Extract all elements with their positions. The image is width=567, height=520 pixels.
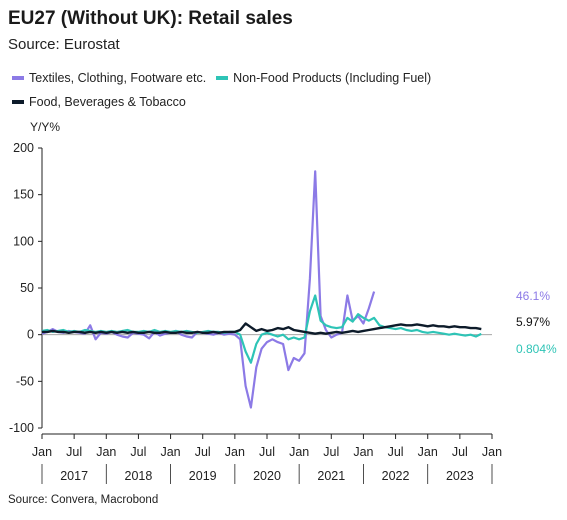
- x-tick-label: Jul: [66, 445, 82, 459]
- end-label-textiles: 46.1%: [516, 289, 550, 303]
- x-tick-label: Jan: [32, 445, 52, 459]
- legend-item-textiles: Textiles, Clothing, Footware etc.: [8, 71, 206, 85]
- x-year-label: 2023: [446, 469, 474, 483]
- legend-swatch-textiles: [12, 76, 24, 80]
- y-tick-label: -100: [9, 421, 34, 435]
- x-tick-label: Jul: [388, 445, 404, 459]
- x-year-label: 2017: [60, 469, 88, 483]
- series-line-textiles: [41, 170, 376, 409]
- x-tick-label: Jan: [289, 445, 309, 459]
- legend-row-2: Food, Beverages & Tobacco: [8, 90, 558, 114]
- series-line-food: [42, 322, 482, 335]
- x-tick-label: Jul: [259, 445, 275, 459]
- x-year-label: 2021: [317, 469, 345, 483]
- legend-item-nonfood: Non-Food Products (Including Fuel): [212, 71, 431, 85]
- chart-legend: Textiles, Clothing, Footware etc. Non-Fo…: [8, 66, 558, 114]
- x-tick-label: Jul: [130, 445, 146, 459]
- x-year-label: 2020: [253, 469, 281, 483]
- y-tick-label: 50: [20, 281, 34, 295]
- x-year-label: 2022: [382, 469, 410, 483]
- y-tick-label: 0: [27, 328, 34, 342]
- legend-row-1: Textiles, Clothing, Footware etc. Non-Fo…: [8, 66, 558, 90]
- legend-item-food: Food, Beverages & Tobacco: [8, 95, 186, 109]
- x-tick-label: Jan: [225, 445, 245, 459]
- x-tick-label: Jan: [160, 445, 180, 459]
- x-tick-label: Jan: [418, 445, 438, 459]
- x-year-label: 2019: [189, 469, 217, 483]
- legend-swatch-food: [12, 100, 24, 104]
- x-tick-label: Jan: [482, 445, 502, 459]
- end-label-nonfood: 0.804%: [516, 342, 557, 356]
- y-tick-label: 100: [13, 234, 34, 248]
- y-axis-label: Y/Y%: [30, 120, 61, 134]
- legend-label-nonfood: Non-Food Products (Including Fuel): [233, 71, 432, 85]
- legend-label-food: Food, Beverages & Tobacco: [29, 95, 186, 109]
- y-tick-label: 150: [13, 188, 34, 202]
- x-year-label: 2018: [125, 469, 153, 483]
- end-label-food: 5.97%: [516, 315, 550, 329]
- source-note: Source: Convera, Macrobond: [8, 494, 159, 506]
- x-tick-label: Jul: [323, 445, 339, 459]
- x-tick-label: Jul: [195, 445, 211, 459]
- x-tick-label: Jan: [353, 445, 373, 459]
- y-tick-label: 200: [13, 141, 34, 155]
- x-tick-label: Jan: [96, 445, 116, 459]
- chart-title: EU27 (Without UK): Retail sales: [8, 8, 293, 29]
- x-tick-label: Jul: [452, 445, 468, 459]
- chart-subtitle: Source: Eurostat: [8, 36, 120, 53]
- legend-swatch-nonfood: [216, 76, 229, 80]
- y-tick-label: -50: [16, 374, 34, 388]
- legend-label-textiles: Textiles, Clothing, Footware etc.: [29, 71, 207, 85]
